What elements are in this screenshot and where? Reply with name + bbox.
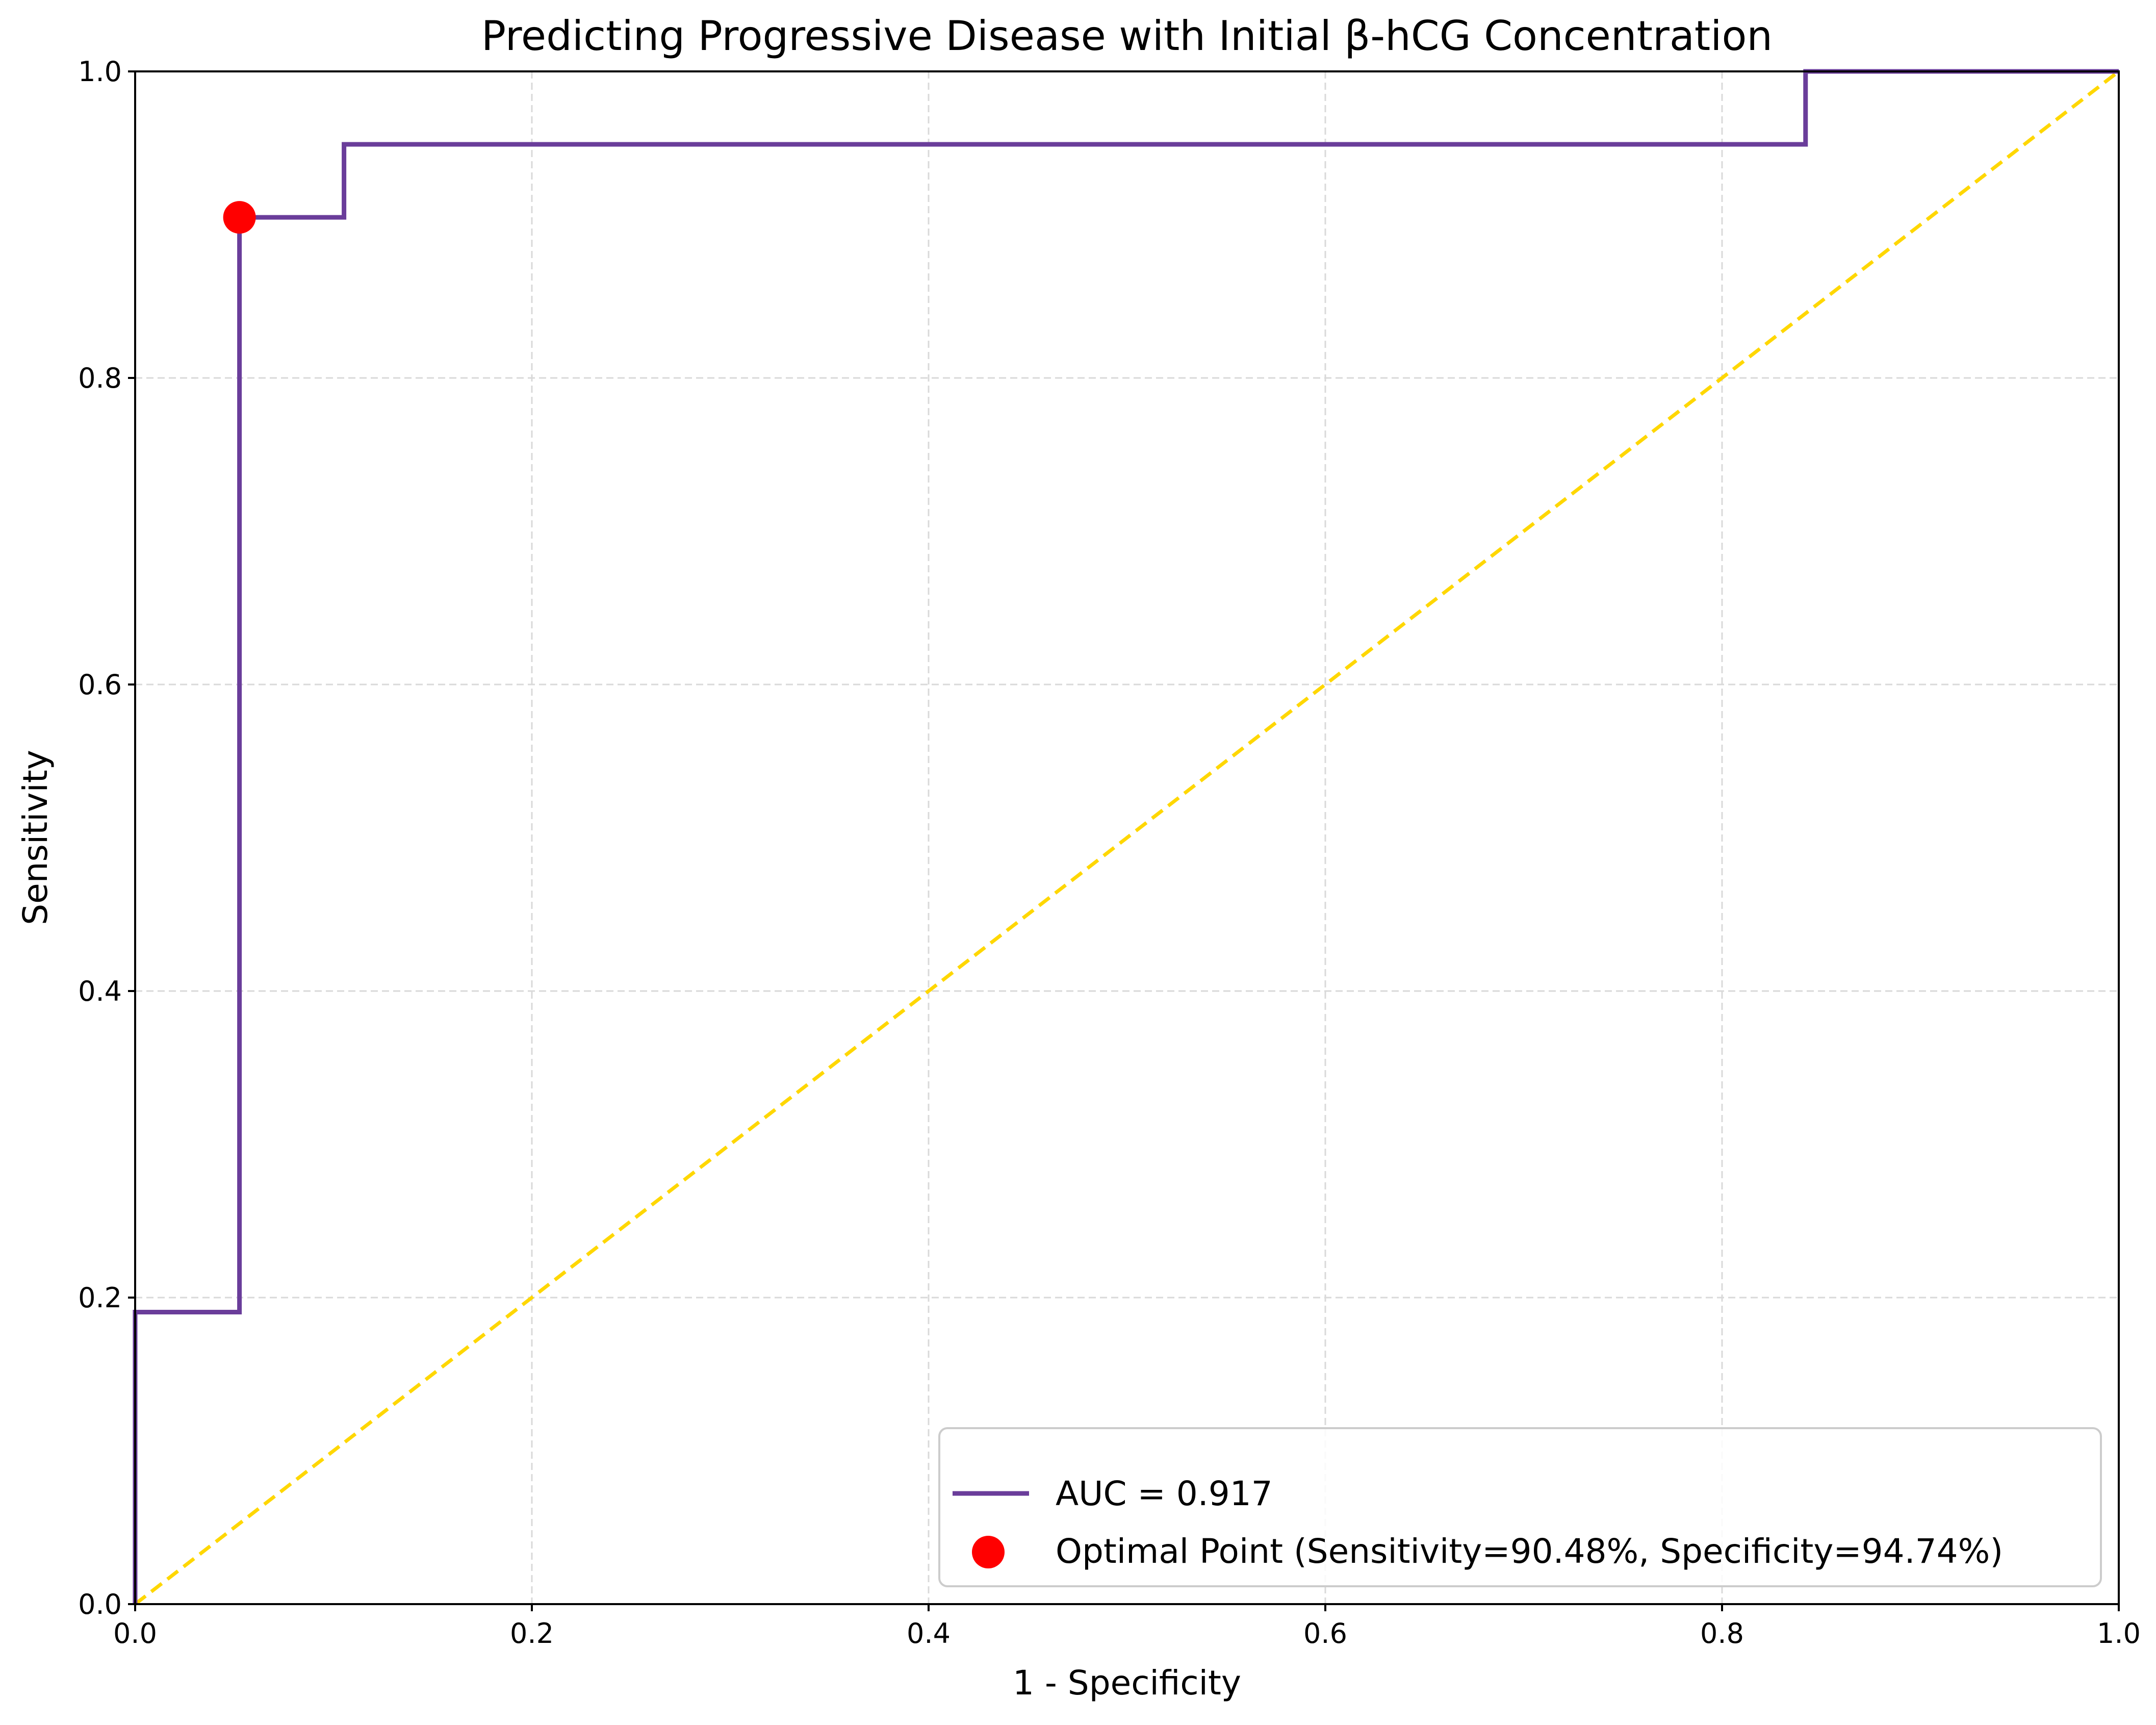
legend-label-optimal-point: Optimal Point (Sensitivity=90.48%, Speci… xyxy=(1056,1532,2003,1571)
x-axis-title: 1 - Specificity xyxy=(1013,1663,1241,1703)
y-tick-label: 0.0 xyxy=(78,1588,122,1620)
reference-diagonal-line xyxy=(134,70,2120,1606)
chart-title: Predicting Progressive Disease with Init… xyxy=(481,12,1773,60)
legend: AUC = 0.917 Optimal Point (Sensitivity=9… xyxy=(938,1427,2102,1587)
x-tick-label: 0.6 xyxy=(1303,1617,1347,1650)
reference-line-layer xyxy=(134,70,2120,1606)
y-tick-label: 0.6 xyxy=(78,669,122,701)
legend-label-roc-curve: AUC = 0.917 xyxy=(1056,1474,1273,1513)
roc-curve-line xyxy=(133,69,2119,1604)
y-tick-label: 0.4 xyxy=(78,975,122,1007)
y-tick-label: 0.2 xyxy=(78,1282,122,1314)
x-tick-label: 0.2 xyxy=(510,1617,554,1650)
y-axis-title: Sensitivity xyxy=(16,750,55,925)
legend-box xyxy=(938,1427,2102,1587)
plot-frame xyxy=(134,70,2120,1605)
series-layer xyxy=(133,69,2119,1604)
x-tick-label: 0.8 xyxy=(1700,1617,1744,1650)
y-tick-label: 0.8 xyxy=(78,362,122,394)
legend-swatch-optimal-point xyxy=(972,1536,1005,1568)
x-tick-label: 0.0 xyxy=(113,1617,157,1650)
y-axis-ticks: 0.0 0.2 0.4 0.6 0.8 1.0 xyxy=(78,56,135,1620)
x-tick-label: 1.0 xyxy=(2097,1617,2141,1650)
x-tick-label: 0.4 xyxy=(907,1617,951,1650)
y-tick-label: 1.0 xyxy=(78,56,122,88)
optimal-point-marker xyxy=(223,201,256,234)
x-axis-ticks: 0.0 0.2 0.4 0.6 0.8 1.0 xyxy=(113,1604,2141,1650)
